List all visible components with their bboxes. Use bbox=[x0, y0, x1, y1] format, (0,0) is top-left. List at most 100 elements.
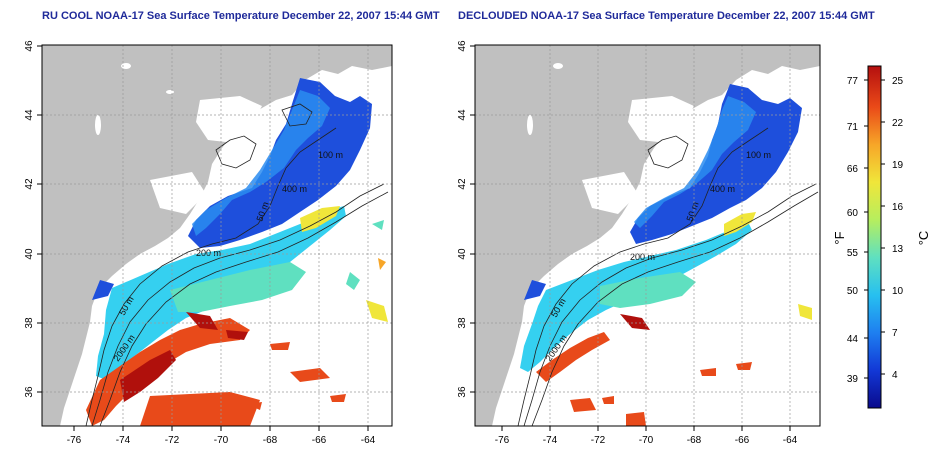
colorbar-f-tick: 50 bbox=[847, 286, 859, 297]
right-map-title: DECLOUDED NOAA-17 Sea Surface Temperatur… bbox=[458, 10, 875, 22]
lon-tick-label: -64 bbox=[361, 435, 376, 446]
colorbar-c-tick: 13 bbox=[892, 244, 904, 255]
sst-cold-region bbox=[524, 280, 546, 300]
sst-hot-region bbox=[270, 342, 290, 350]
sst-yellow-region bbox=[798, 304, 812, 320]
left-sst-map: 100 m 400 m 50 m 200 m 50 m 2000 m bbox=[42, 45, 392, 426]
colorbar-f-tick: 71 bbox=[847, 122, 859, 133]
sst-veryhot-region bbox=[226, 330, 248, 340]
isobath-contours bbox=[517, 127, 819, 426]
sst-hot-region bbox=[86, 318, 250, 426]
sst-green-region bbox=[600, 272, 696, 308]
sst-yellow-region bbox=[724, 212, 756, 236]
sst-cold-region bbox=[92, 280, 114, 300]
lake bbox=[95, 115, 101, 135]
lat-tick-label: 38 bbox=[457, 317, 468, 329]
lon-tick-label: -68 bbox=[263, 435, 278, 446]
sst-hot-region bbox=[140, 392, 260, 426]
lat-tick-label: 46 bbox=[457, 40, 468, 52]
right-map-frame bbox=[474, 44, 821, 427]
land-mass bbox=[475, 45, 820, 426]
sst-veryhot-region bbox=[186, 312, 218, 330]
lat-tick-label: 40 bbox=[24, 248, 35, 260]
lon-tick-label: -72 bbox=[165, 435, 180, 446]
colorbar-f-tick: 39 bbox=[847, 374, 859, 385]
sst-hot-region bbox=[330, 394, 346, 402]
left-map-title: RU COOL NOAA-17 Sea Surface Temperature … bbox=[42, 10, 440, 22]
colorbar-c-tick: 19 bbox=[892, 160, 904, 171]
sst-yellow-region bbox=[366, 300, 388, 322]
sst-cool-region bbox=[634, 96, 756, 228]
lat-tick-label: 36 bbox=[457, 386, 468, 398]
sst-green-region bbox=[170, 262, 306, 312]
graticule bbox=[475, 45, 820, 426]
lon-tick-label: -66 bbox=[735, 435, 750, 446]
cloud-patch bbox=[196, 96, 262, 142]
sst-hot-region bbox=[536, 332, 610, 382]
cloud-patch bbox=[628, 96, 694, 142]
isobath-label: 200 m bbox=[196, 248, 221, 258]
land-mass bbox=[270, 60, 300, 70]
right-map-axes: -76 -74 -72 -70 -68 -66 -64 46 44 42 40 … bbox=[457, 40, 798, 446]
sst-green-region bbox=[372, 220, 384, 230]
sst-hot-region bbox=[700, 368, 716, 376]
sst-veryhot-region bbox=[620, 314, 650, 330]
left-map-axes: -76 -74 -72 -70 -68 -66 -64 46 44 42 40 … bbox=[24, 40, 376, 446]
isobath-contours bbox=[85, 103, 389, 426]
temperature-colorbar: 77 71 66 60 55 50 44 39 25 22 19 16 13 1… bbox=[832, 65, 931, 409]
sst-veryhot-region bbox=[120, 350, 176, 402]
sst-yellow-region bbox=[300, 206, 340, 232]
lake bbox=[553, 63, 563, 69]
lon-tick-label: -76 bbox=[495, 435, 510, 446]
colorbar-c-tick: 7 bbox=[892, 328, 898, 339]
colorbar-c-tick: 10 bbox=[892, 286, 904, 297]
sst-hot-region bbox=[602, 396, 614, 404]
sst-hot-region bbox=[736, 362, 752, 370]
lon-tick-label: -74 bbox=[543, 435, 558, 446]
lon-tick-label: -64 bbox=[783, 435, 798, 446]
lon-tick-label: -76 bbox=[67, 435, 82, 446]
sst-hot-region bbox=[246, 402, 262, 410]
colorbar-f-tick: 60 bbox=[847, 208, 859, 219]
lake bbox=[527, 115, 533, 135]
sst-hot-region bbox=[626, 412, 646, 426]
colorbar-f-tick: 55 bbox=[847, 248, 859, 259]
lat-tick-label: 44 bbox=[457, 109, 468, 121]
cloud-patch bbox=[582, 172, 638, 214]
left-map-frame bbox=[41, 44, 393, 427]
lon-tick-label: -66 bbox=[312, 435, 327, 446]
isobath-label: 200 m bbox=[630, 252, 655, 262]
lon-tick-label: -72 bbox=[591, 435, 606, 446]
isobath-label: 100 m bbox=[746, 150, 771, 160]
sst-hot-region bbox=[290, 368, 330, 382]
graticule bbox=[42, 45, 392, 426]
cloud-patch bbox=[150, 172, 206, 214]
colorbar-c-tick: 22 bbox=[892, 118, 904, 129]
colorbar-gradient bbox=[867, 65, 882, 409]
sst-mild-region bbox=[520, 222, 752, 372]
right-sst-map: 100 m 400 m 50 m 200 m 50 m 2000 m bbox=[475, 45, 820, 426]
colorbar-fahrenheit-label: °F bbox=[832, 231, 847, 244]
colorbar-f-tick: 77 bbox=[847, 76, 859, 87]
sst-orange-region bbox=[378, 258, 386, 270]
lat-tick-label: 38 bbox=[24, 317, 35, 329]
lake bbox=[166, 90, 174, 94]
lake bbox=[121, 63, 131, 69]
sst-cold-region bbox=[630, 84, 802, 244]
land-mass bbox=[42, 45, 392, 426]
lon-tick-label: -68 bbox=[687, 435, 702, 446]
colorbar-c-tick: 16 bbox=[892, 202, 904, 213]
lon-tick-label: -70 bbox=[639, 435, 654, 446]
colorbar-celsius-label: °C bbox=[916, 231, 931, 246]
lat-tick-label: 36 bbox=[24, 386, 35, 398]
sst-green-region bbox=[346, 272, 360, 290]
isobath-label: 400 m bbox=[710, 184, 735, 194]
lat-tick-label: 44 bbox=[24, 109, 35, 121]
lat-tick-label: 42 bbox=[24, 178, 35, 190]
colorbar-c-tick: 4 bbox=[892, 370, 898, 381]
colorbar-f-tick: 66 bbox=[847, 164, 859, 175]
colorbar-c-tick: 25 bbox=[892, 76, 904, 87]
lat-tick-label: 42 bbox=[457, 178, 468, 190]
isobath-label: 100 m bbox=[318, 150, 343, 160]
